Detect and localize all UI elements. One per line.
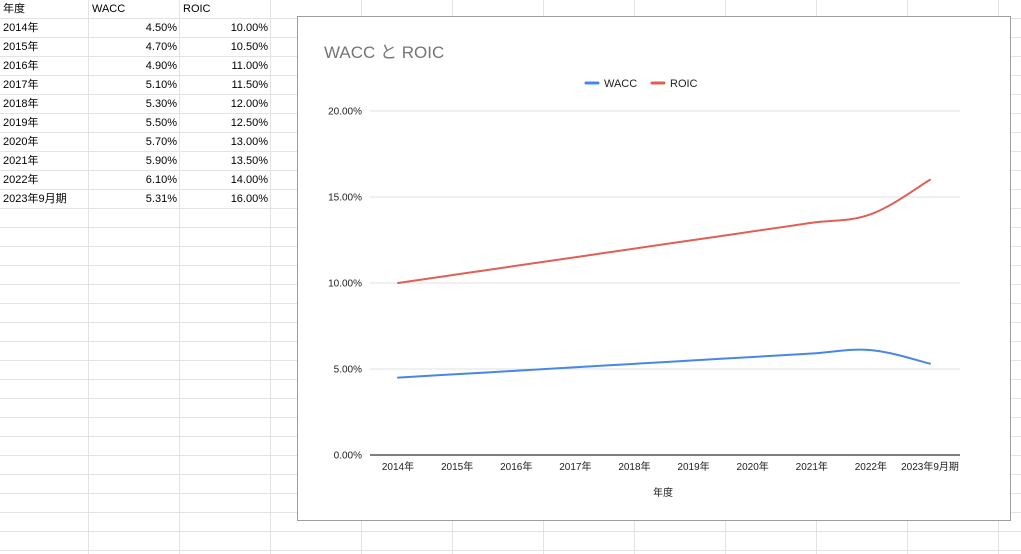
header-cell-year[interactable]: 年度 — [3, 3, 25, 15]
chart-legend: WACC ROIC — [584, 78, 698, 90]
year-cell[interactable]: 2016年 — [3, 60, 39, 72]
wacc-cell[interactable]: 5.70% — [145, 136, 177, 148]
x-tick-label: 2021年 — [796, 460, 828, 473]
chart-panel[interactable]: WACC と ROIC WACC ROIC 0.00% 5.00% 10.00% 15.… — [297, 16, 1011, 521]
x-tick-label: 2023年9月期 — [901, 460, 959, 473]
year-cell[interactable]: 2017年 — [3, 79, 39, 91]
chart-gridlines — [370, 110, 960, 456]
header-cell-roic[interactable]: ROIC — [183, 3, 211, 15]
wacc-cell[interactable]: 5.30% — [145, 98, 177, 110]
legend-label-wacc[interactable]: WACC — [604, 78, 637, 90]
year-cell[interactable]: 2019年 — [3, 117, 39, 129]
x-tick-label: 2020年 — [737, 460, 769, 473]
x-axis-title: 年度 — [653, 486, 673, 499]
roic-cell[interactable]: 12.50% — [230, 117, 268, 129]
roic-cell[interactable]: 10.00% — [230, 22, 268, 34]
x-tick-label: 2014年 — [382, 460, 414, 473]
roic-cell[interactable]: 10.50% — [230, 41, 268, 53]
chart-series — [397, 178, 931, 379]
x-tick-label: 2017年 — [559, 460, 591, 473]
wacc-series-line[interactable] — [397, 348, 931, 379]
y-tick-label: 20.00% — [328, 107, 362, 118]
roic-cell[interactable]: 12.00% — [230, 98, 268, 110]
wacc-cell[interactable]: 5.90% — [145, 155, 177, 167]
year-cell[interactable]: 2022年 — [3, 174, 39, 186]
y-tick-label: 5.00% — [334, 365, 362, 376]
line-chart: WACC と ROIC WACC ROIC 0.00% 5.00% 10.00% 15.… — [324, 43, 960, 499]
year-cell[interactable]: 2020年 — [3, 136, 39, 148]
wacc-cell[interactable]: 5.10% — [145, 79, 177, 91]
legend-label-roic[interactable]: ROIC — [670, 78, 698, 90]
x-tick-label: 2015年 — [441, 460, 473, 473]
x-tick-label: 2019年 — [677, 460, 709, 473]
wacc-cell[interactable]: 6.10% — [145, 174, 177, 186]
roic-cell[interactable]: 13.00% — [230, 136, 268, 148]
wacc-cell[interactable]: 4.50% — [145, 22, 177, 34]
x-tick-label: 2018年 — [618, 460, 650, 473]
x-tick-label: 2016年 — [500, 460, 532, 473]
header-cell-wacc[interactable]: WACC — [92, 3, 126, 15]
x-axis-ticks: 2014年 2015年 2016年 2017年 2018年 2019年 2020年 2021年… — [382, 460, 959, 473]
year-cell[interactable]: 2018年 — [3, 98, 39, 110]
year-cell[interactable]: 2023年9月期 — [3, 193, 67, 205]
roic-cell[interactable]: 16.00% — [230, 193, 268, 205]
roic-cell[interactable]: 13.50% — [230, 155, 268, 167]
wacc-cell[interactable]: 5.31% — [145, 193, 177, 205]
y-tick-label: 15.00% — [328, 193, 362, 204]
year-cell[interactable]: 2015年 — [3, 41, 39, 53]
roic-series-line[interactable] — [397, 178, 931, 284]
y-tick-label: 0.00% — [334, 451, 362, 462]
x-tick-label: 2022年 — [855, 460, 887, 473]
roic-cell[interactable]: 14.00% — [230, 174, 268, 186]
y-axis-ticks: 0.00% 5.00% 10.00% 15.00% 20.00% — [328, 107, 362, 462]
wacc-cell[interactable]: 4.90% — [145, 60, 177, 72]
year-cell[interactable]: 2014年 — [3, 22, 39, 34]
chart-title: WACC と ROIC — [324, 43, 444, 62]
y-tick-label: 10.00% — [328, 279, 362, 290]
wacc-cell[interactable]: 4.70% — [145, 41, 177, 53]
roic-cell[interactable]: 11.00% — [231, 60, 269, 72]
wacc-cell[interactable]: 5.50% — [145, 117, 177, 129]
year-cell[interactable]: 2021年 — [3, 155, 39, 167]
roic-cell[interactable]: 11.50% — [231, 79, 269, 91]
